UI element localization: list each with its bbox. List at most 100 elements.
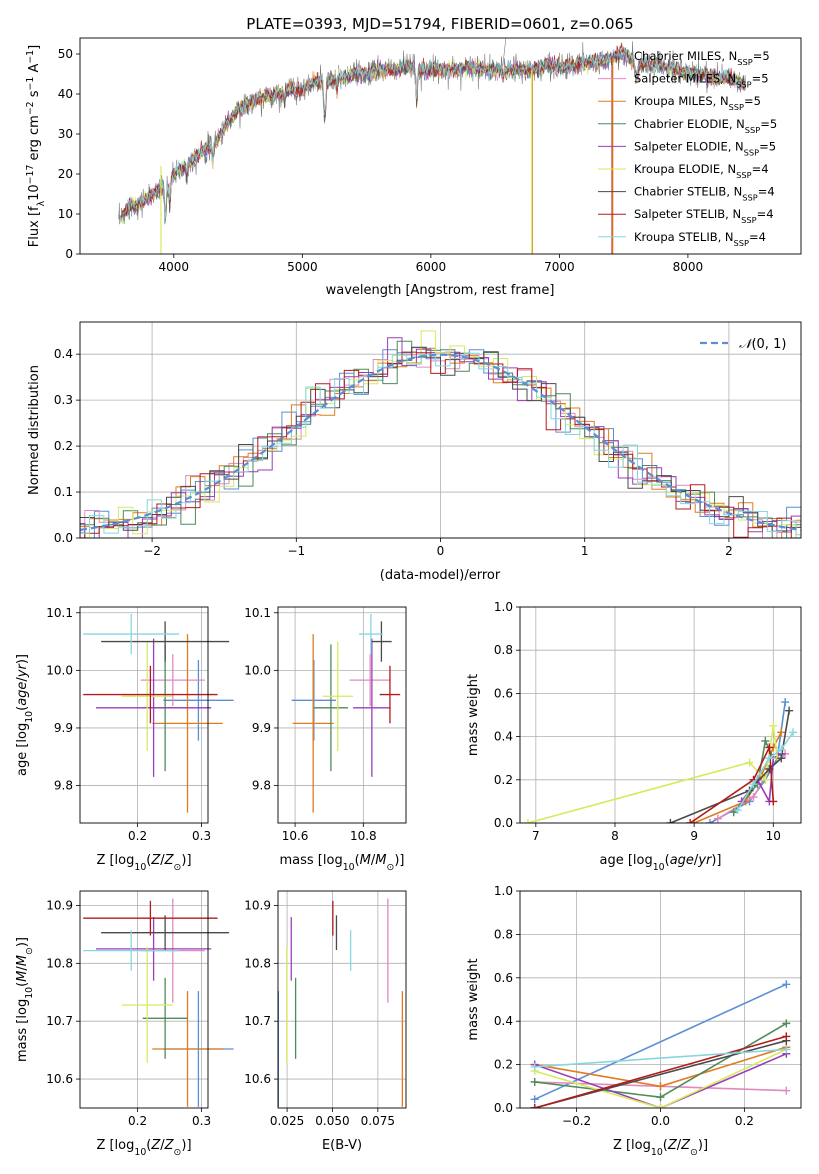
weight-marker [782,1086,791,1095]
age-mass-panel-xlabel: mass [log10(M/M⊙)] [280,853,405,873]
data-point [121,947,173,1063]
weight-marker [777,754,786,763]
y-tick-label: 10 [58,207,73,221]
weight-marker [749,780,758,789]
axes-frame [79,37,802,255]
histogram-series [80,346,801,532]
axes-frame [79,606,209,824]
data-point [96,917,212,981]
x-tick-label: 0.3 [192,829,211,843]
spectrum-model-line [120,47,745,220]
weight-marker [782,1032,791,1041]
weight-series [530,980,791,1104]
histogram-series [80,351,801,538]
y-tick-label: 9.9 [54,721,73,735]
weight-marker [523,819,532,823]
age-z-panel: 0.2 0.3 9.8 9.9 10.0 10.1 Z [log10(Z/Z⊙)] age [… [15,606,234,873]
x-tick-label: 0.2 [128,829,147,843]
weight-marker [777,728,786,737]
histogram-xlabel: (data-model)/error [380,568,501,583]
x-tick-label: 5000 [287,260,318,274]
axes-frame [277,606,407,824]
data-point [142,977,188,1059]
legend-label: 𝒩(0, 1) [739,337,786,352]
weight-z-panel: −0.2 0.0 0.2 0.0 0.2 0.4 0.6 0.8 1.0 Z [log10(Z/Z… [466,884,802,1158]
y-tick-label: 0.0 [494,1101,513,1115]
weight-marker [785,706,794,715]
data-point [83,930,180,971]
y-tick-label: 10.6 [244,1072,271,1086]
x-tick-label: 2 [725,544,733,558]
axes-frame [277,890,407,1109]
y-tick-label: 0.8 [494,927,513,941]
x-tick-label: 0.3 [192,1114,211,1128]
weight-series [666,706,794,823]
weight-marker [765,743,774,752]
weight-marker [782,1045,791,1054]
data-point [152,634,223,813]
weight-marker [733,806,742,815]
weight-marker [530,1077,539,1086]
x-tick-label: 0.075 [361,1114,395,1128]
weight-marker [769,721,778,730]
y-tick-label: 0.8 [494,643,513,657]
y-tick-label: 20 [58,167,73,181]
weight-age-panel-ylabel: mass weight [466,674,481,756]
legend-label: Salpeter STELIB, NSSP=4 [634,207,774,225]
x-tick-label: 8000 [673,260,704,274]
weight-marker [765,754,774,763]
mass-ebv-panel-xlabel: E(B-V) [322,1138,362,1153]
spectrum-xlabel: wavelength [Angstrom, rest frame] [326,283,555,298]
data-point [163,659,234,741]
data-point [83,665,218,724]
weight-z-panel-xlabel: Z [log10(Z/Z⊙)] [613,1138,708,1158]
y-tick-label: 0.4 [494,1014,513,1028]
weight-marker [530,1095,539,1104]
x-tick-label: 0.050 [315,1114,349,1128]
weight-line [534,1053,787,1108]
weight-marker [713,814,722,823]
data-point [140,654,205,707]
histogram-series [80,347,801,538]
y-tick-label: 0.3 [54,393,73,407]
mass-z-panel-ylabel: mass [log10(M/M⊙)] [15,937,35,1062]
mass-ebv-panel: 0.025 0.050 0.075 10.6 10.7 10.8 10.9 E(B-V) [244,890,407,1153]
weight-age-panel: 7 8 9 10 0.0 0.2 0.4 0.6 0.8 1.0 age [log10(age/yr… [466,600,802,873]
y-tick-label: 0.0 [494,816,513,830]
data-point [83,613,180,655]
legend-label: Chabrier ELODIE, NSSP=5 [634,117,777,135]
legend-label: Kroupa ELODIE, NSSP=4 [634,162,769,180]
x-tick-label: 1 [581,544,589,558]
data-point [353,638,391,777]
y-tick-label: 50 [58,47,73,61]
x-tick-label: 0.0 [651,1114,670,1128]
axes-frame [79,321,802,539]
legend-label: Salpeter ELODIE, NSSP=5 [634,139,776,157]
y-tick-label: 0.2 [494,1058,513,1072]
weight-age-panel-xlabel: age [log10(age/yr)] [599,853,721,873]
weight-marker [789,728,798,737]
data-point [101,915,230,951]
weight-series [686,743,778,823]
x-tick-label: 10.6 [282,829,309,843]
weight-marker [656,1082,665,1091]
weight-marker [777,745,786,754]
weight-marker [530,1062,539,1071]
weight-marker [705,819,714,823]
mass-z-panel-xlabel: Z [log10(Z/Z⊙)] [96,1138,191,1158]
weight-marker [769,797,778,806]
data-point [83,900,218,936]
x-tick-label: 7 [532,829,540,843]
age-z-panel-xlabel: Z [log10(Z/Z⊙)] [96,853,191,873]
weight-line [534,1035,787,1108]
weight-marker [782,980,791,989]
data-point [121,641,173,751]
weight-marker [781,698,790,707]
x-tick-label: 10.8 [350,829,377,843]
spectrum-ylabel: Flux [fλ10−17 erg cm−2 s−1 A−1] [25,45,47,247]
y-tick-label: 10.9 [244,898,271,912]
legend-label: Chabrier MILES, NSSP=5 [634,49,770,67]
legend-label: Chabrier STELIB, NSSP=4 [634,185,775,203]
y-tick-label: 1.0 [494,884,513,898]
